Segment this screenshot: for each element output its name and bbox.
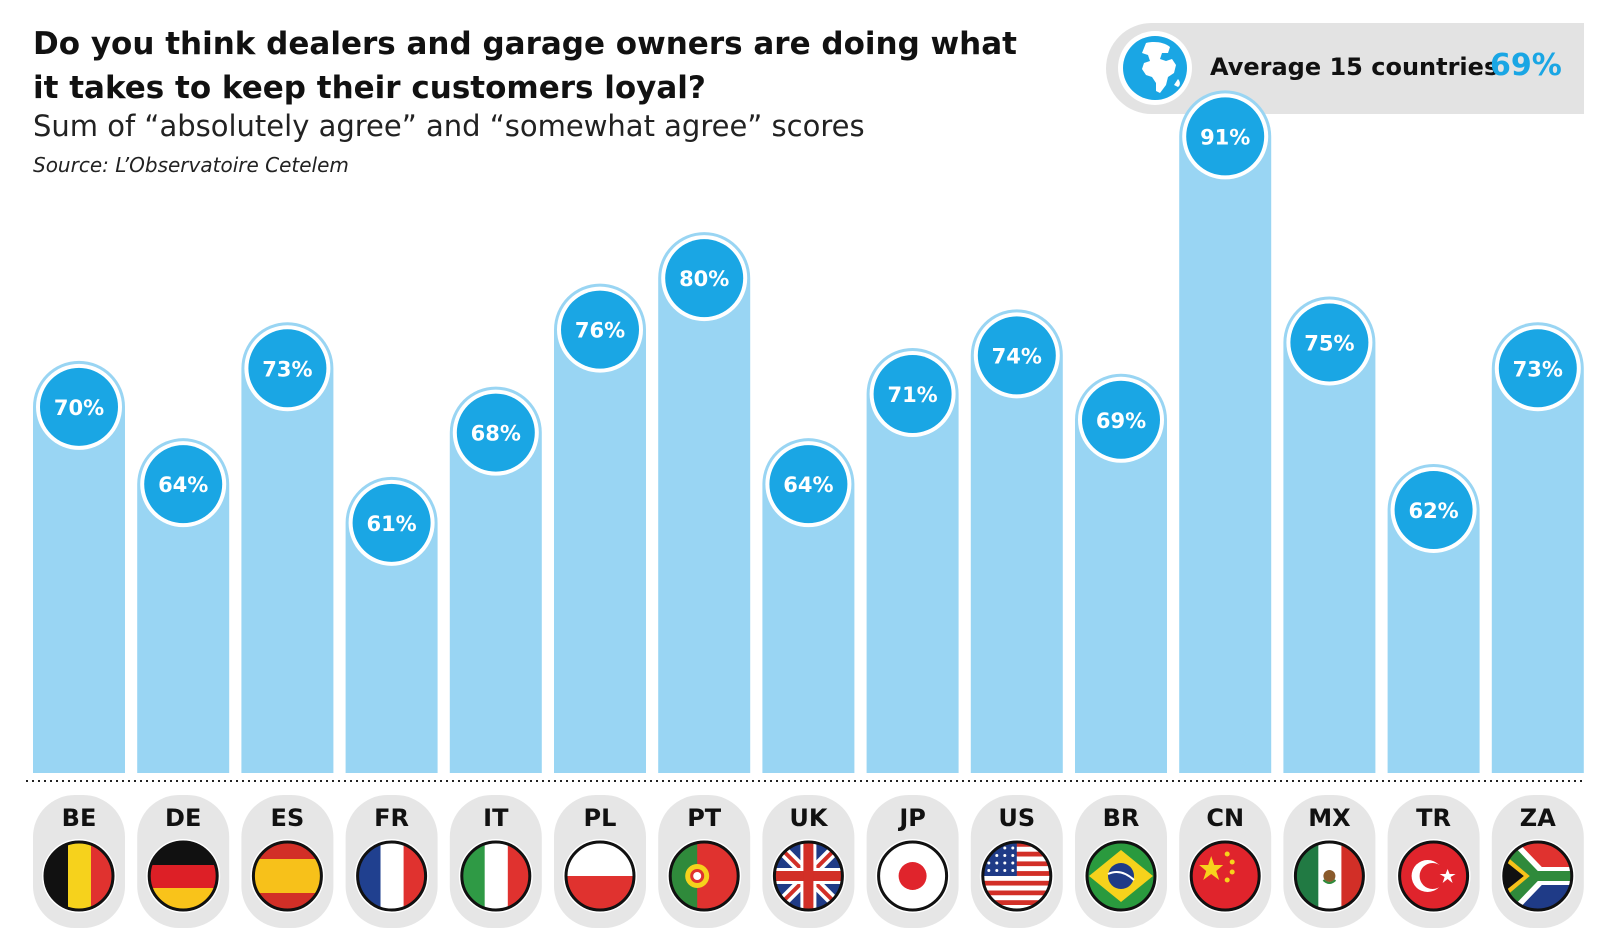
bar-jp	[866, 348, 959, 773]
germany-flag-icon	[146, 839, 221, 913]
value-badge	[665, 239, 744, 318]
average-value: 69%	[1490, 48, 1562, 83]
portugal-flag-icon	[667, 839, 742, 913]
average-badge: Average 15 countries 69%	[1106, 23, 1584, 114]
south-africa-flag-icon	[1500, 839, 1575, 913]
turkey-flag-icon	[1396, 839, 1471, 913]
data-label: 73%	[1513, 357, 1563, 381]
bar-de	[137, 438, 230, 773]
chart-source: Source: L’Observatoire Cetelem	[33, 153, 349, 177]
data-label: 61%	[366, 512, 416, 536]
value-badge	[561, 290, 639, 369]
category-label: ZA	[1520, 804, 1556, 832]
value-badge	[40, 367, 118, 446]
bar-be	[33, 360, 125, 773]
bar-pl	[554, 283, 646, 773]
data-label: 75%	[1304, 332, 1354, 356]
category-label: DE	[165, 804, 201, 832]
data-label: 74%	[992, 344, 1042, 368]
belgium-flag-icon	[42, 839, 116, 913]
data-label: 69%	[1096, 409, 1146, 433]
data-label: 68%	[471, 422, 521, 446]
value-badge	[1498, 329, 1577, 408]
china-flag-icon	[1188, 839, 1263, 913]
category-label: PT	[687, 804, 722, 832]
value-badge	[977, 316, 1056, 395]
category-label: MX	[1308, 804, 1351, 832]
category-label: CN	[1206, 804, 1244, 832]
chart-subtitle: Sum of “absolutely agree” and “somewhat …	[33, 109, 865, 143]
japan-flag-icon	[875, 839, 950, 913]
value-badge	[1082, 380, 1160, 459]
chart-title: Do you think dealers and garage owners a…	[33, 26, 1017, 106]
poland-flag-icon	[563, 839, 637, 913]
data-label: 76%	[575, 319, 625, 343]
category-label: ES	[271, 804, 305, 832]
data-label: 64%	[158, 473, 208, 497]
category-label: PL	[584, 804, 617, 832]
data-label: 62%	[1408, 499, 1458, 523]
category-label: IT	[483, 804, 509, 832]
value-badge	[456, 393, 535, 472]
category-label: JP	[897, 804, 926, 832]
category-label: BR	[1103, 804, 1140, 832]
data-label: 73%	[262, 357, 312, 381]
value-badge	[352, 483, 431, 562]
value-badge	[1394, 470, 1473, 549]
bar-cn	[1179, 90, 1272, 774]
mexico-flag-icon	[1292, 839, 1367, 913]
data-label: 80%	[679, 267, 729, 291]
bar-uk	[762, 438, 855, 773]
category-label: TR	[1416, 804, 1451, 832]
category-label: US	[998, 804, 1035, 832]
bar-za	[1491, 322, 1584, 773]
bar-pt	[658, 232, 751, 774]
spain-flag-icon	[250, 839, 325, 913]
bar-es	[241, 322, 334, 773]
data-label: 91%	[1200, 125, 1250, 149]
category-label: UK	[789, 804, 828, 832]
category-label: FR	[374, 804, 409, 832]
italy-flag-icon	[458, 839, 533, 913]
value-badge	[769, 445, 848, 524]
bar-br	[1075, 373, 1167, 773]
value-badge	[144, 445, 223, 524]
average-label: Average 15 countries	[1210, 53, 1499, 81]
bar-us	[970, 309, 1063, 773]
bar-mx	[1283, 296, 1376, 773]
data-label: 71%	[887, 383, 937, 407]
value-badge	[873, 355, 952, 434]
france-flag-icon	[354, 839, 429, 913]
value-badge	[1186, 97, 1265, 176]
value-badge	[1290, 303, 1369, 382]
data-label: 70%	[54, 396, 104, 420]
uk-flag-icon	[771, 839, 846, 913]
globe-icon	[1118, 31, 1192, 105]
category-label: BE	[62, 804, 97, 832]
brazil-flag-icon	[1084, 839, 1158, 913]
bar-it	[449, 386, 542, 773]
data-label: 64%	[783, 473, 833, 497]
usa-flag-icon	[979, 839, 1054, 913]
value-badge	[248, 329, 327, 408]
